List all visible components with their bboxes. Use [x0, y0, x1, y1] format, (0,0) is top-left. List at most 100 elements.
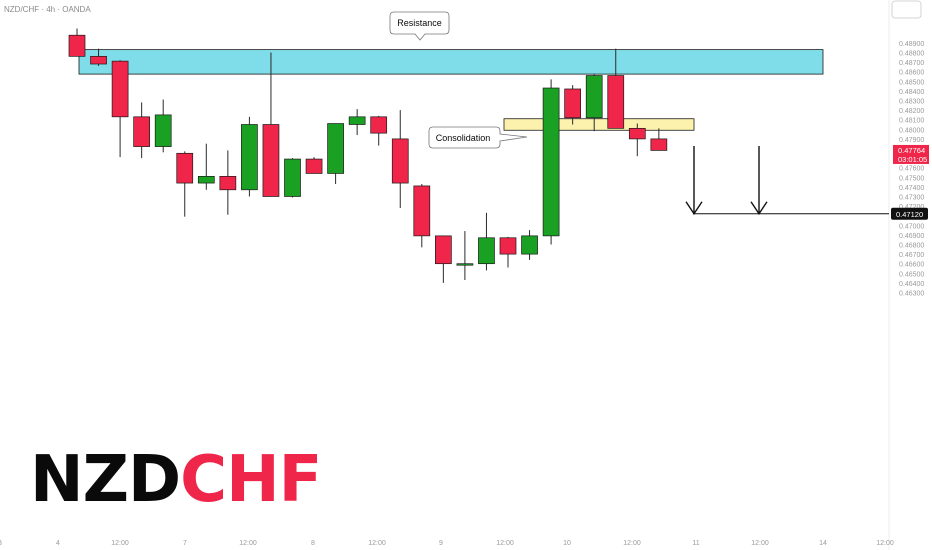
candle-body-up: [585, 75, 603, 119]
price-tick-label: 0.48400: [899, 89, 924, 96]
candle-body-down: [219, 175, 237, 191]
candle-body-up: [478, 237, 495, 265]
price-tick-label: 0.47500: [899, 175, 924, 182]
candle: [499, 236, 517, 268]
candle-body-down: [176, 152, 194, 184]
candle: [176, 151, 194, 217]
candle: [348, 109, 366, 136]
time-tick-label: 12:00: [239, 540, 257, 547]
candle-body-down: [133, 116, 150, 147]
candle: [456, 231, 474, 281]
time-tick-label: 12:00: [368, 540, 386, 547]
price-tick-label: 0.48300: [899, 99, 924, 106]
candle: [262, 52, 280, 197]
resistance-callout: Resistance: [389, 11, 450, 41]
candle-body-down: [391, 138, 409, 184]
candle: [154, 99, 172, 153]
time-tick-label: 8: [311, 540, 315, 547]
price-tick-label: 0.47000: [899, 223, 924, 230]
candle: [197, 143, 215, 190]
candle: [284, 158, 301, 198]
candle: [650, 128, 668, 151]
target-price-badge: 0.47120: [891, 207, 928, 220]
candle: [391, 110, 409, 209]
candle: [133, 102, 150, 159]
price-tick-label: 0.46600: [899, 262, 924, 269]
candle-body-down: [650, 138, 668, 151]
candle-body-down: [413, 185, 431, 237]
time-tick-label: 12:00: [111, 540, 129, 547]
price-tick-label: 0.47400: [899, 185, 924, 192]
current-price-label: 0.47764: [898, 146, 925, 155]
time-tick-label: 10: [563, 540, 571, 547]
time-tick-label: 12:00: [751, 540, 769, 547]
candle-body-down: [628, 127, 646, 140]
candle: [607, 48, 625, 129]
price-tick-label: 0.47200: [899, 204, 924, 211]
candle-body-up: [348, 116, 366, 125]
time-tick-label: 9: [439, 540, 443, 547]
candle-body-up: [197, 175, 215, 184]
candle: [68, 28, 86, 57]
target-arrow: [750, 146, 768, 216]
price-tick-label: 0.48700: [899, 60, 924, 67]
logo-quote-currency: CHF: [180, 443, 322, 517]
candle-body-down: [499, 237, 517, 255]
candle: [435, 235, 452, 283]
candle-body-down: [111, 60, 129, 118]
price-tick-label: 0.46500: [899, 271, 924, 278]
candle-body-up: [456, 263, 474, 266]
time-tick-label: 4: [56, 540, 60, 547]
candle-body-down: [90, 55, 107, 65]
symbol-label: NZD/CHF · 4h · OANDA: [4, 5, 91, 14]
candle: [585, 74, 603, 132]
candle-body-down: [564, 88, 582, 119]
candle: [564, 85, 582, 125]
candle: [370, 115, 388, 146]
target-arrow: [685, 146, 703, 216]
pair-logo: NZDCHF: [30, 448, 322, 512]
price-tick-label: 0.46900: [899, 233, 924, 240]
candle-body-down: [305, 158, 323, 174]
candle-body-up: [542, 87, 560, 237]
candle: [90, 48, 107, 66]
time-tick-label: 12:00: [496, 540, 514, 547]
resistance-callout-box: [389, 11, 450, 41]
resistance-label: Resistance: [397, 18, 442, 28]
target-arrow-head: [685, 201, 703, 216]
price-tick-label: 0.46800: [899, 243, 924, 250]
price-tick-label: 0.46300: [899, 291, 924, 298]
consolidation-zone: [503, 118, 695, 131]
countdown-label: 03:01:05: [898, 155, 927, 164]
target-price-label: 0.47120: [896, 210, 923, 219]
candle: [628, 123, 646, 157]
candle-body-up: [154, 114, 172, 147]
candle-body-down: [370, 116, 388, 134]
time-tick-label: 11: [692, 540, 699, 547]
price-tick-label: 0.47900: [899, 137, 924, 144]
price-tick-label: 0.48800: [899, 51, 924, 58]
candle: [478, 212, 495, 271]
target-price-box: [891, 207, 928, 220]
price-tick-label: 0.48200: [899, 108, 924, 115]
currency-badge-box: [891, 0, 922, 19]
candle: [413, 184, 431, 248]
price-tick-label: 0.48000: [899, 127, 924, 134]
target-arrow-head: [750, 201, 768, 216]
price-tick-label: 0.46400: [899, 281, 924, 288]
logo-base-currency: NZD: [30, 443, 181, 517]
candle: [327, 123, 344, 185]
time-tick-label: 12:00: [876, 540, 894, 547]
candle-body-up: [241, 124, 258, 191]
candle-body-down: [435, 235, 452, 265]
candle-body-down: [607, 75, 625, 129]
price-tick-label: 0.47600: [899, 166, 924, 173]
time-tick-label: 14: [819, 540, 827, 547]
candle-body-up: [327, 123, 344, 174]
candle: [219, 150, 237, 215]
price-tick-label: 0.48100: [899, 118, 924, 125]
candle: [521, 230, 538, 260]
resistance-zone: [78, 49, 824, 75]
